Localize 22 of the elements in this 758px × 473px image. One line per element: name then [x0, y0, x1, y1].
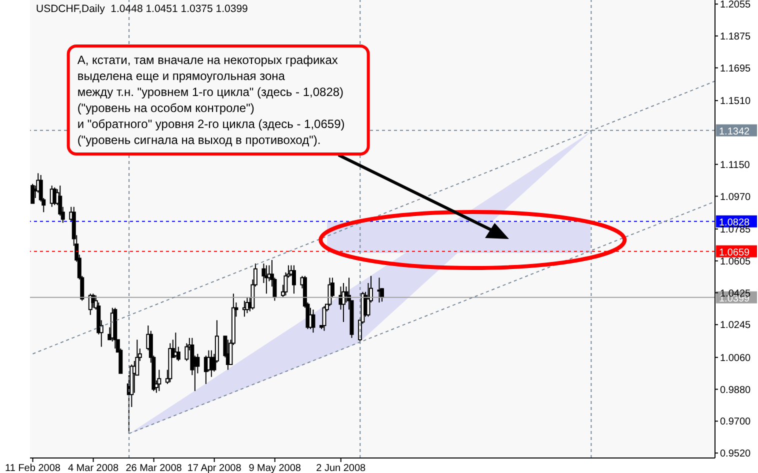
- x-tick-label: 17 Apr 2008: [187, 463, 242, 473]
- x-tick-label: 2 Jun 2008: [316, 463, 366, 473]
- y-tick-label: 1.1510: [720, 96, 752, 108]
- chart-title: USDCHF,Daily 1.0448 1.0451 1.0375 1.0399: [36, 3, 248, 15]
- y-tick-label: 0.9520: [720, 448, 752, 460]
- annotation: А, кстати, там вначале на некоторых графиках выделена еще и прямоугольная зона между т.н. "уровнем 1-го цикла" (здесь - 1,0828) ("уровень на особом контроле") и "обратного" уровня 2-го цикла (здесь - 1,0659) ("уровень сигнала на выход в противоход").: [77, 53, 345, 147]
- y-tick-label: 0.9700: [720, 416, 752, 428]
- ref-line-label: 1.1342: [719, 126, 750, 138]
- x-tick-label: 11 Feb 2008: [5, 463, 61, 473]
- x-tick-label: 26 Mar 2008: [126, 463, 182, 473]
- y-tick-label: 1.1150: [720, 160, 750, 171]
- y-tick-label: 1.0970: [720, 192, 752, 203]
- y-tick-label: 1.1875: [720, 32, 752, 43]
- y-tick-label: 1.0060: [720, 352, 752, 364]
- y-tick-label: 1.1695: [720, 63, 752, 74]
- y-tick-label: 1.0605: [720, 256, 752, 268]
- ref-line-label: 1.0659: [719, 247, 750, 258]
- x-tick-label: 4 Mar 2008: [68, 463, 119, 473]
- x-tick-label: 9 May 2008: [248, 463, 302, 473]
- y-tick-label: 0.9880: [720, 384, 752, 396]
- y-tick-label: 1.0245: [720, 320, 752, 332]
- y-tick-label: 1.2055: [720, 0, 752, 11]
